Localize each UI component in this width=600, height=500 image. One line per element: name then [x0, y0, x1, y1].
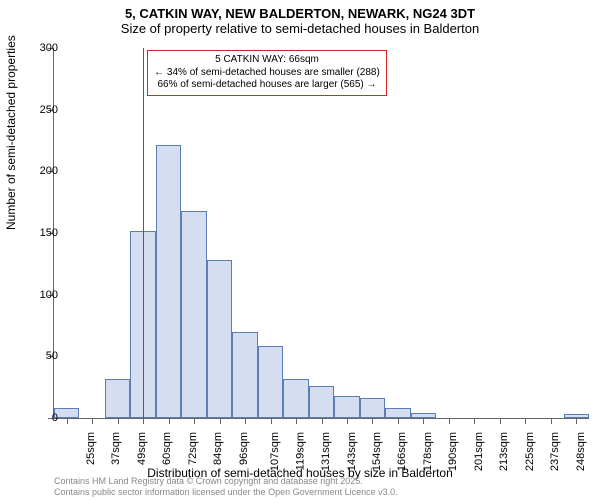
x-tick-label: 201sqm: [473, 432, 485, 471]
x-tick: [194, 418, 195, 424]
x-tick-label: 72sqm: [187, 432, 199, 465]
y-tick-label: 300: [28, 42, 58, 54]
histogram-bar: [283, 379, 308, 418]
x-tick: [576, 418, 577, 424]
x-tick-label: 25sqm: [85, 432, 97, 465]
x-tick-label: 84sqm: [212, 432, 224, 465]
histogram-bar: [385, 408, 410, 418]
x-tick: [372, 418, 373, 424]
y-tick-label: 200: [28, 165, 58, 177]
y-tick-label: 100: [28, 289, 58, 301]
x-tick: [143, 418, 144, 424]
attribution-text: Contains HM Land Registry data © Crown c…: [54, 476, 398, 498]
x-tick: [551, 418, 552, 424]
x-tick-label: 190sqm: [448, 432, 460, 471]
x-tick: [347, 418, 348, 424]
chart-title-line1: 5, CATKIN WAY, NEW BALDERTON, NEWARK, NG…: [0, 0, 600, 21]
x-tick-label: 178sqm: [422, 432, 434, 471]
x-tick-label: 166sqm: [397, 432, 409, 471]
annotation-line3: 66% of semi-detached houses are larger (…: [154, 79, 380, 92]
x-tick: [398, 418, 399, 424]
annotation-line1: 5 CATKIN WAY: 66sqm: [154, 54, 380, 67]
x-tick: [92, 418, 93, 424]
x-tick-label: 96sqm: [238, 432, 250, 465]
x-tick-label: 213sqm: [498, 432, 510, 471]
histogram-bar: [360, 398, 385, 418]
marker-line: [143, 48, 144, 418]
x-tick: [118, 418, 119, 424]
x-tick: [474, 418, 475, 424]
x-tick: [169, 418, 170, 424]
x-tick: [322, 418, 323, 424]
y-tick-label: 250: [28, 104, 58, 116]
x-tick: [245, 418, 246, 424]
attribution-line1: Contains HM Land Registry data © Crown c…: [54, 476, 398, 487]
x-tick: [525, 418, 526, 424]
chart-title-line2: Size of property relative to semi-detach…: [0, 21, 600, 40]
x-tick-label: 237sqm: [549, 432, 561, 471]
x-tick: [67, 418, 68, 424]
x-tick-label: 248sqm: [575, 432, 587, 471]
x-tick-label: 49sqm: [136, 432, 148, 465]
x-tick-label: 143sqm: [346, 432, 358, 471]
y-tick-label: 50: [28, 350, 58, 362]
y-tick-label: 150: [28, 227, 58, 239]
histogram-bar: [105, 379, 130, 418]
x-tick: [500, 418, 501, 424]
x-tick: [296, 418, 297, 424]
x-tick-label: 60sqm: [161, 432, 173, 465]
x-tick-label: 131sqm: [320, 432, 332, 471]
x-tick: [271, 418, 272, 424]
x-tick-label: 37sqm: [110, 432, 122, 465]
histogram-bar: [207, 260, 232, 418]
histogram-bar: [309, 386, 334, 418]
x-tick: [220, 418, 221, 424]
chart-plot-area: 5 CATKIN WAY: 66sqm← 34% of semi-detache…: [53, 48, 589, 419]
y-axis-title: Number of semi-detached properties: [4, 35, 18, 230]
x-tick: [423, 418, 424, 424]
histogram-bar: [258, 346, 283, 418]
x-tick: [449, 418, 450, 424]
chart-container: 5, CATKIN WAY, NEW BALDERTON, NEWARK, NG…: [0, 0, 600, 500]
x-tick-label: 107sqm: [269, 432, 281, 471]
x-tick-label: 119sqm: [294, 432, 306, 470]
annotation-line2: ← 34% of semi-detached houses are smalle…: [154, 67, 380, 80]
annotation-box: 5 CATKIN WAY: 66sqm← 34% of semi-detache…: [147, 50, 387, 96]
histogram-bar: [181, 211, 206, 418]
histogram-bar: [334, 396, 359, 418]
histogram-bar: [232, 332, 257, 418]
y-tick-label: 0: [28, 412, 58, 424]
attribution-line2: Contains public sector information licen…: [54, 487, 398, 498]
histogram-bar: [156, 145, 181, 418]
x-tick-label: 154sqm: [371, 432, 383, 471]
x-tick-label: 225sqm: [524, 432, 536, 471]
